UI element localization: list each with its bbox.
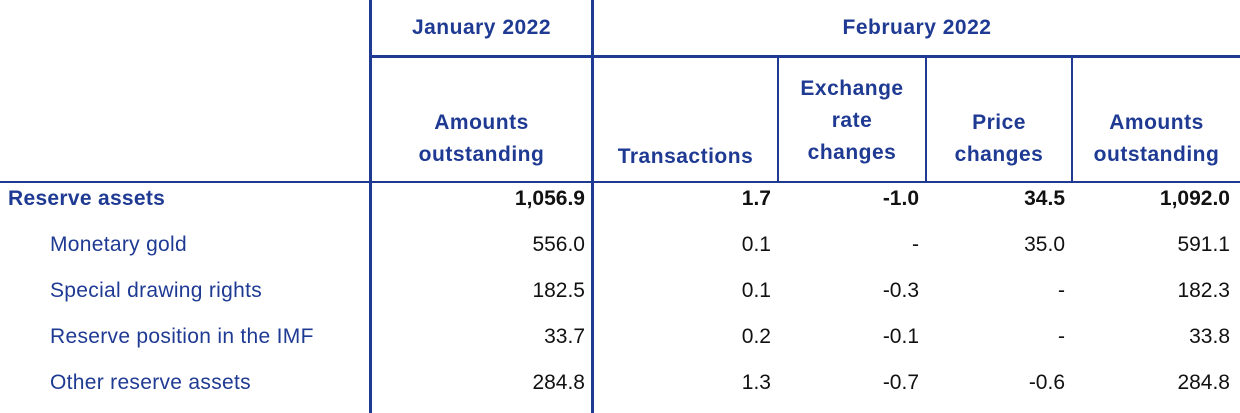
cell-feb-amounts: 1,092.0	[1159, 187, 1230, 210]
divider	[1071, 57, 1073, 182]
header-february-2022: February 2022	[842, 16, 992, 39]
cell-jan-amounts: 1,056.9	[514, 187, 585, 210]
divider	[369, 0, 372, 413]
col-header-price-changes: Price changes	[954, 111, 1044, 166]
cell-transactions: 0.2	[741, 325, 771, 348]
cell-jan-amounts: 182.5	[532, 279, 585, 302]
cell-transactions: 1.7	[741, 187, 771, 210]
cell-exchange-rate: -0.3	[882, 279, 919, 302]
col-header-exchange-rate-changes: Exchange rate changes	[800, 77, 904, 164]
row-label-reserve-position-imf: Reserve position in the IMF	[50, 325, 314, 348]
cell-feb-amounts: 284.8	[1177, 371, 1230, 394]
cell-price-changes: 35.0	[1024, 233, 1065, 256]
cell-price-changes: -0.6	[1028, 371, 1065, 394]
cell-exchange-rate: -0.1	[882, 325, 919, 348]
col-header-amounts-outstanding-jan: Amounts outstanding	[418, 111, 545, 166]
divider	[591, 0, 594, 413]
divider	[371, 55, 1240, 58]
header-january-2022: January 2022	[411, 16, 552, 39]
col-header-amounts-outstanding-feb: Amounts outstanding	[1093, 111, 1220, 166]
cell-jan-amounts: 556.0	[532, 233, 585, 256]
cell-exchange-rate: -1.0	[882, 187, 919, 210]
cell-feb-amounts: 591.1	[1177, 233, 1230, 256]
cell-jan-amounts: 284.8	[532, 371, 585, 394]
col-header-transactions: Transactions	[617, 145, 754, 168]
divider	[777, 57, 779, 182]
row-label-other-reserve-assets: Other reserve assets	[50, 371, 251, 394]
row-label-special-drawing-rights: Special drawing rights	[50, 279, 263, 302]
cell-transactions: 0.1	[741, 233, 771, 256]
divider	[925, 57, 927, 182]
cell-transactions: 0.1	[741, 279, 771, 302]
cell-exchange-rate: -	[912, 233, 919, 256]
cell-exchange-rate: -0.7	[882, 371, 919, 394]
cell-transactions: 1.3	[741, 371, 771, 394]
divider	[0, 181, 1240, 183]
cell-price-changes: 34.5	[1024, 187, 1065, 210]
cell-jan-amounts: 33.7	[544, 325, 585, 348]
cell-feb-amounts: 182.3	[1177, 279, 1230, 302]
row-label-reserve-assets: Reserve assets	[8, 187, 166, 210]
cell-feb-amounts: 33.8	[1189, 325, 1230, 348]
cell-price-changes: -	[1058, 279, 1065, 302]
row-label-monetary-gold: Monetary gold	[50, 233, 187, 256]
cell-price-changes: -	[1058, 325, 1065, 348]
